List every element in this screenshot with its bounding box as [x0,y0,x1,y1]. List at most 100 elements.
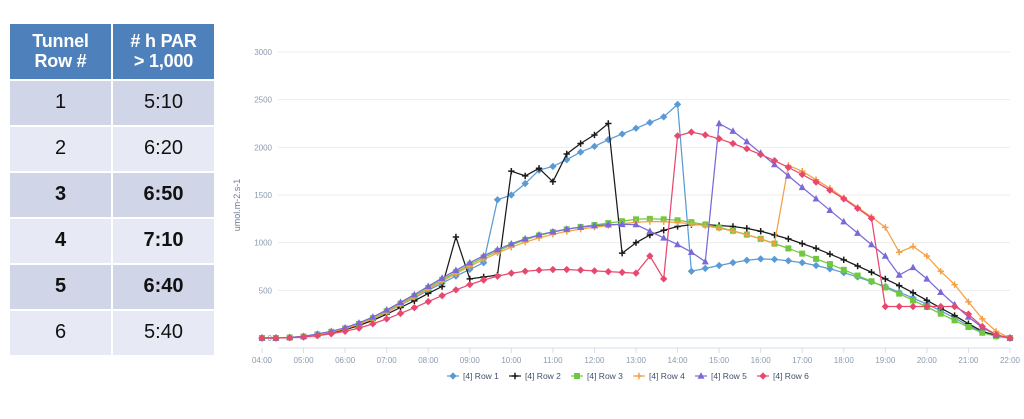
data-point-marker [896,290,903,297]
data-point-marker [646,252,654,260]
data-point-marker [493,196,502,204]
legend-item-label[interactable]: [4] Row 4 [649,371,685,381]
y-tick-label: 2000 [254,143,272,152]
data-point-marker [632,124,640,132]
data-point-marker [452,233,460,241]
data-point-marker [881,252,889,259]
column-header-tunnel-row: Tunnel Row # [10,24,111,80]
data-point-marker [618,130,626,138]
data-point-marker [702,222,709,229]
series-4row4 [258,162,1014,342]
column-header-par-hours: # h PAR > 1,000 [113,24,214,80]
data-point-marker [701,131,709,139]
cell-par-hours: 6:40 [113,265,214,310]
data-point-marker [521,235,529,242]
data-point-marker [299,333,308,341]
data-point-marker [826,250,834,258]
data-point-marker [466,280,474,289]
data-point-marker [508,167,515,175]
data-point-marker [438,292,446,300]
data-point-marker [673,132,682,140]
x-tick-label: 06:00 [335,356,356,365]
data-point-marker [549,178,557,185]
series-4row6 [258,128,1014,342]
data-point-marker [327,330,335,338]
x-tick-label: 16:00 [751,356,772,365]
y-tick-label: 2500 [254,96,272,105]
data-point-marker [397,298,405,305]
y-tick-label: 3000 [254,48,272,57]
data-point-marker [951,317,958,324]
data-point-marker [493,245,501,253]
data-point-marker [688,220,695,227]
x-tick-label: 15:00 [709,356,730,365]
data-point-marker [867,240,875,248]
data-point-marker [895,302,903,311]
data-point-marker [854,229,862,236]
data-point-marker [1006,334,1014,342]
data-point-marker [604,220,612,228]
data-point-marker [923,252,931,260]
data-point-marker [479,276,488,284]
column-header-par-hours-line2: > 1,000 [133,51,194,72]
data-point-marker [770,255,779,264]
data-point-marker [632,269,640,277]
chart-gridlines [278,51,1010,349]
data-point-marker [452,266,460,274]
data-point-marker [618,220,626,228]
data-point-marker [507,191,515,199]
data-point-marker [660,275,668,283]
data-point-marker [743,256,751,264]
data-point-marker [646,227,654,234]
x-tick-label: 07:00 [377,356,398,365]
data-point-marker [521,267,529,275]
data-point-marker [660,113,668,121]
data-point-marker [535,266,543,274]
data-point-marker [909,263,917,271]
cell-row-number: 3 [10,173,111,218]
data-point-marker [396,309,405,318]
chart-series-group [258,100,1014,342]
data-point-marker [757,150,765,159]
x-tick-label: 09:00 [460,356,481,365]
data-point-marker [424,297,432,306]
table-row: 1 5:10 [10,81,214,126]
data-point-marker [286,334,294,342]
data-point-marker [840,256,847,264]
data-point-marker [674,240,682,248]
data-point-marker [909,302,917,311]
data-point-marker [979,329,986,336]
data-point-marker [729,127,737,134]
data-point-marker [424,282,432,290]
x-tick-label: 19:00 [875,356,896,365]
column-header-par-hours-line1: # h PAR [130,31,197,51]
data-point-marker [923,275,931,282]
data-point-marker [535,231,543,238]
legend-item-label[interactable]: [4] Row 3 [587,371,623,381]
cell-row-number: 6 [10,311,111,356]
data-point-marker [826,265,834,273]
legend-item-label[interactable]: [4] Row 6 [773,371,809,381]
chart-legend: [4] Row 1 [4] Row 2 [4] Row 3 [4] Row 4 [4] … [447,371,809,381]
data-point-marker [466,258,474,266]
legend-item-label[interactable]: [4] Row 5 [711,371,747,381]
legend-item-label[interactable]: [4] Row 1 [463,371,499,381]
data-point-marker [479,259,488,267]
legend-item-label[interactable]: [4] Row 2 [525,371,561,381]
table-row: 6 5:40 [10,311,214,356]
data-point-marker [743,225,751,232]
data-point-marker [785,235,792,243]
data-point-marker [799,240,806,247]
column-header-tunnel-row-line1: Tunnel [32,31,89,51]
data-point-marker [355,324,363,332]
data-point-marker [507,239,515,247]
data-point-marker [770,157,779,165]
x-tick-label: 14:00 [668,356,689,365]
data-point-marker [660,218,667,225]
data-point-marker [618,249,626,257]
x-tick-label: 10:00 [501,356,522,365]
data-point-marker [965,324,972,331]
data-point-marker [853,204,862,213]
data-point-marker [923,302,931,311]
